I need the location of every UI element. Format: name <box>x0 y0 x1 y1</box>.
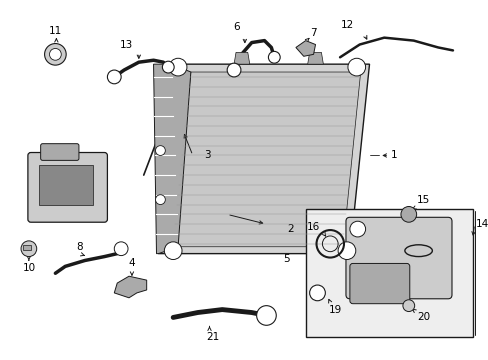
Circle shape <box>44 44 66 65</box>
Polygon shape <box>153 64 190 254</box>
Text: 2: 2 <box>287 224 294 234</box>
Circle shape <box>155 146 165 156</box>
Circle shape <box>169 58 186 76</box>
Circle shape <box>337 242 355 260</box>
Text: 10: 10 <box>22 264 35 273</box>
Text: 8: 8 <box>77 242 83 252</box>
Bar <box>23 245 31 250</box>
Text: 15: 15 <box>416 195 429 204</box>
Circle shape <box>256 306 276 325</box>
Polygon shape <box>114 276 146 298</box>
Text: 1: 1 <box>390 150 397 161</box>
Text: 6: 6 <box>233 22 240 32</box>
Text: 21: 21 <box>205 332 219 342</box>
Polygon shape <box>295 41 315 56</box>
Bar <box>39 165 93 204</box>
Text: 3: 3 <box>204 150 210 161</box>
Text: 14: 14 <box>475 219 488 229</box>
Circle shape <box>400 207 416 222</box>
Circle shape <box>162 61 174 73</box>
FancyBboxPatch shape <box>41 144 79 160</box>
Text: 18: 18 <box>424 236 437 246</box>
Text: 9: 9 <box>34 199 41 210</box>
Circle shape <box>49 49 61 60</box>
Text: 13: 13 <box>119 40 132 50</box>
Text: 4: 4 <box>128 258 135 269</box>
Text: 11: 11 <box>49 26 62 36</box>
Text: 16: 16 <box>306 222 320 232</box>
Circle shape <box>268 51 280 63</box>
Polygon shape <box>307 52 323 64</box>
Circle shape <box>114 242 128 256</box>
FancyBboxPatch shape <box>349 264 409 304</box>
Text: 5: 5 <box>282 253 289 264</box>
Text: 7: 7 <box>309 28 316 38</box>
Circle shape <box>402 300 414 311</box>
Circle shape <box>155 195 165 204</box>
Text: 12: 12 <box>340 20 353 30</box>
Circle shape <box>227 63 241 77</box>
Circle shape <box>164 242 182 260</box>
Polygon shape <box>173 72 360 247</box>
Circle shape <box>347 58 365 76</box>
Circle shape <box>309 285 325 301</box>
Text: 17: 17 <box>360 253 373 264</box>
Text: 20: 20 <box>416 312 429 323</box>
FancyBboxPatch shape <box>28 153 107 222</box>
FancyBboxPatch shape <box>345 217 451 299</box>
Circle shape <box>349 221 365 237</box>
Polygon shape <box>234 52 249 64</box>
Circle shape <box>107 70 121 84</box>
Text: 19: 19 <box>328 305 341 315</box>
Bar <box>305 210 471 337</box>
Circle shape <box>21 241 37 257</box>
Polygon shape <box>158 64 369 254</box>
